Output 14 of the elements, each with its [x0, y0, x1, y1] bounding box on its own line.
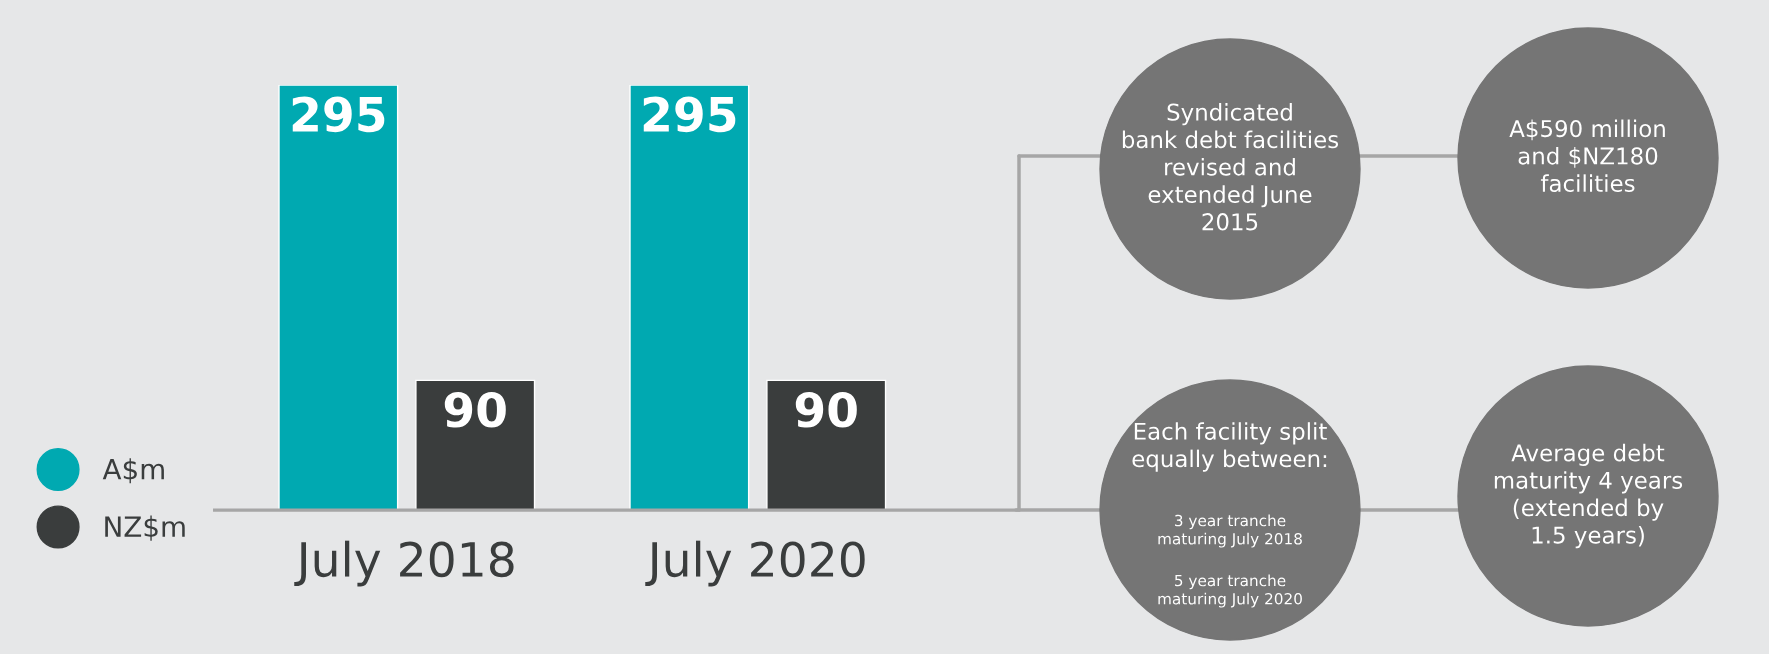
data-label: 90 [795, 391, 857, 428]
x-tick-label: July 2020 [645, 540, 865, 587]
legend-label: NZ$m [105, 515, 185, 541]
data-label: 295 [292, 96, 385, 133]
x-tick-label: July 2018 [294, 540, 514, 587]
text: A$590 million and $NZ180 facilities [1509, 119, 1665, 193]
text: 3 year tranche maturing July 2018 [1158, 514, 1302, 548]
data-label: 90 [444, 391, 506, 428]
text: Average debt maturity 4 years (extended by 1.5 years) [1494, 443, 1683, 549]
text: Syndicated bank debt facilities revised and extended June 2015 [1122, 103, 1339, 231]
data-label: 295 [643, 96, 736, 133]
legend-label: A$m [102, 458, 164, 484]
text: Each facility split equally between: [1132, 422, 1327, 472]
text: 5 year tranche maturing July 2020 [1158, 574, 1302, 608]
